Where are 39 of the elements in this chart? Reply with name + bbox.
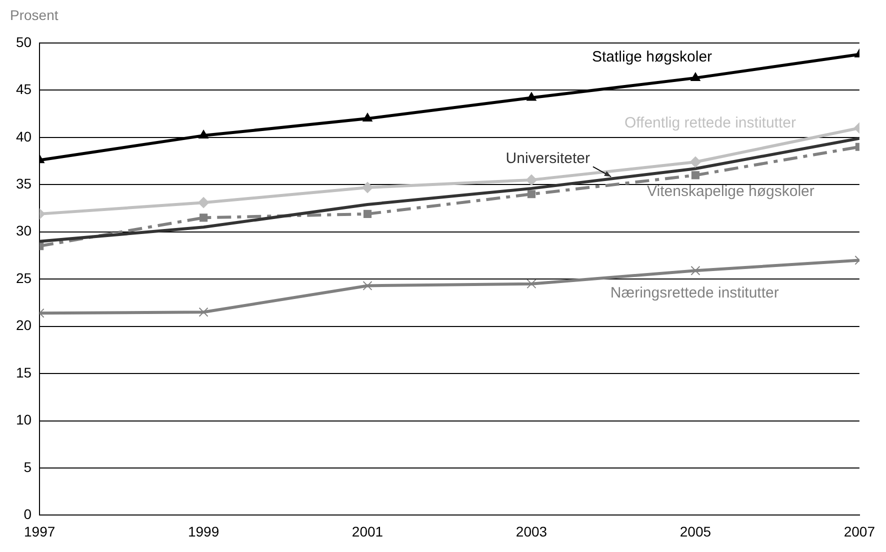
y-tick-label: 35 <box>16 176 32 192</box>
x-tick-label: 2001 <box>352 523 384 540</box>
point <box>526 92 536 101</box>
series-label: Statlige høgskoler <box>592 48 712 66</box>
y-tick-label: 25 <box>16 270 32 286</box>
point <box>363 210 372 218</box>
x-tick-label: 1999 <box>188 523 220 540</box>
y-tick-label: 20 <box>16 317 32 334</box>
series-label: Vitenskapelige høgskoler <box>647 182 814 200</box>
x-tick-label: 2007 <box>844 523 876 540</box>
point <box>690 72 700 81</box>
x-tick-label: 1997 <box>24 523 56 540</box>
y-axis-title: Prosent <box>10 6 58 23</box>
y-tick-label: 5 <box>24 458 32 475</box>
point <box>362 280 372 290</box>
y-tick-label: 10 <box>16 412 32 428</box>
y-tick-label: 45 <box>16 81 32 98</box>
point <box>691 171 700 180</box>
y-tick-label: 15 <box>16 364 32 380</box>
y-tick-label: 50 <box>16 34 32 50</box>
point <box>198 307 208 317</box>
point <box>362 113 372 122</box>
point <box>526 174 537 186</box>
point <box>362 182 374 193</box>
y-tick-label: 40 <box>16 128 32 144</box>
point <box>690 266 700 276</box>
point <box>527 190 536 198</box>
series-label: Offentlig rettede institutter <box>624 114 796 132</box>
point <box>200 214 208 222</box>
point <box>526 279 536 289</box>
series-label: Næringsrettede institutter <box>610 284 779 302</box>
y-tick-label: 0 <box>24 506 32 522</box>
series-label: Universiteter <box>506 150 590 167</box>
point <box>198 130 208 139</box>
x-tick-label: 2003 <box>516 523 548 540</box>
x-tick-label: 2005 <box>680 523 712 540</box>
point <box>198 197 210 208</box>
y-tick-label: 30 <box>16 222 32 239</box>
point <box>690 156 701 168</box>
